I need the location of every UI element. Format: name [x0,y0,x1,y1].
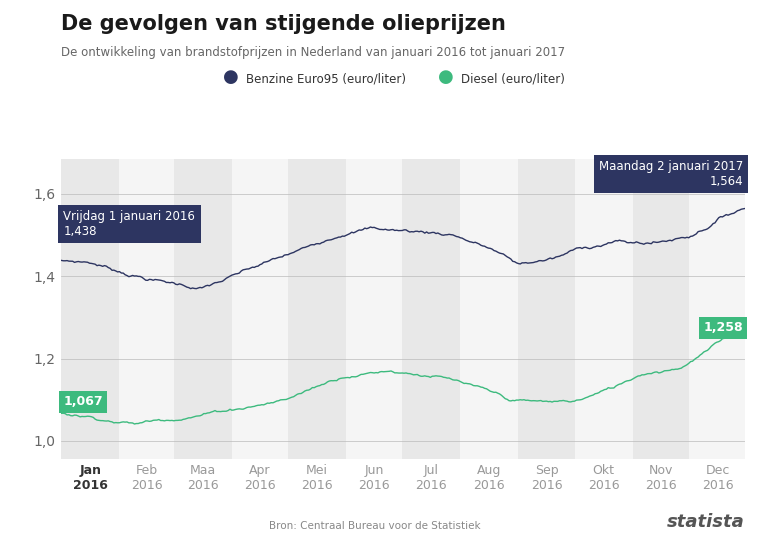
Bar [61,159,120,459]
Bar [402,159,460,459]
Bar [460,159,518,459]
Bar [346,159,402,459]
Text: 1,258: 1,258 [703,322,743,334]
Text: ●: ● [438,68,453,85]
Text: statista: statista [667,513,745,531]
Text: Bron: Centraal Bureau voor de Statistiek: Bron: Centraal Bureau voor de Statistiek [269,521,481,531]
Bar [689,159,746,459]
Bar [574,159,633,459]
Bar [518,159,574,459]
Bar [232,159,288,459]
Text: Diesel (euro/liter): Diesel (euro/liter) [461,73,564,86]
Bar [174,159,232,459]
Text: Benzine Euro95 (euro/liter): Benzine Euro95 (euro/liter) [246,73,406,86]
Bar [633,159,689,459]
Text: Maandag 2 januari 2017
1,564: Maandag 2 januari 2017 1,564 [599,160,743,188]
Text: Vrijdag 1 januari 2016
1,438: Vrijdag 1 januari 2016 1,438 [63,210,195,238]
Text: De gevolgen van stijgende olieprijzen: De gevolgen van stijgende olieprijzen [61,14,506,34]
Text: 1,067: 1,067 [63,395,103,408]
Bar [120,159,174,459]
Text: ●: ● [223,68,238,85]
Text: De ontwikkeling van brandstofprijzen in Nederland van januari 2016 tot januari 2: De ontwikkeling van brandstofprijzen in … [61,46,565,60]
Bar [288,159,346,459]
